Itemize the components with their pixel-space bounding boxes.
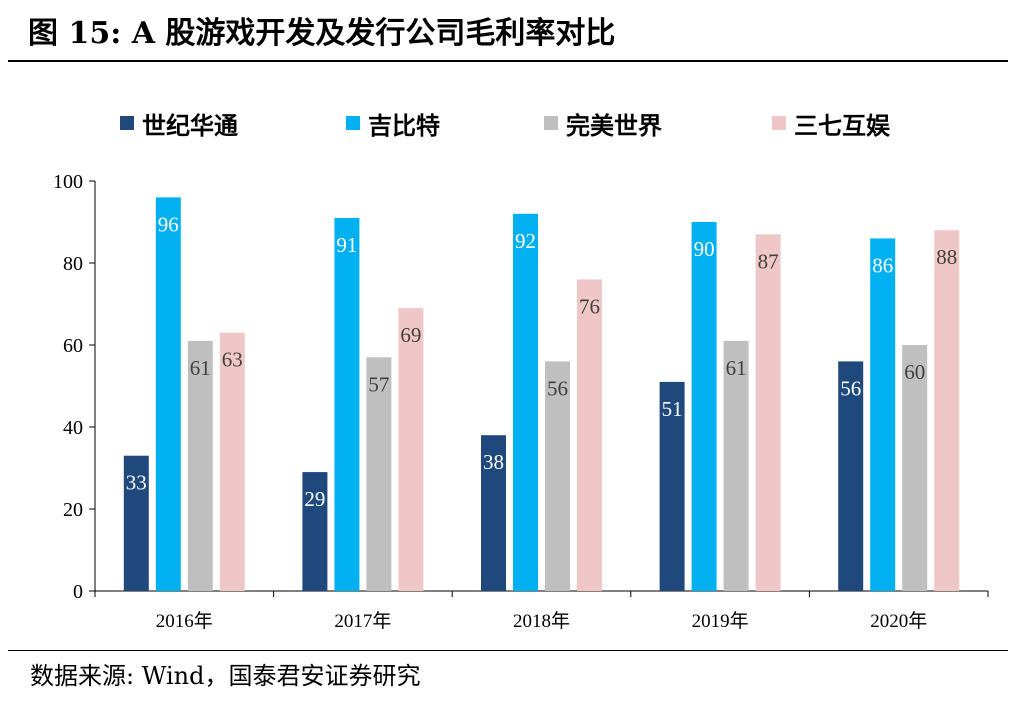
source-rule	[8, 650, 1008, 651]
legend-swatch-sanqi	[772, 116, 786, 130]
data-label: 57	[368, 372, 389, 396]
source-note: 数据来源: Wind，国泰君安证券研究	[30, 662, 421, 690]
legend-label-shiji: 世纪华通	[142, 111, 238, 140]
data-label: 69	[400, 323, 421, 347]
data-label: 96	[158, 212, 179, 236]
data-label: 33	[126, 471, 147, 495]
x-tick-label: 2016年	[156, 610, 213, 632]
y-tick-label: 40	[63, 417, 83, 439]
x-tick-label: 2020年	[870, 610, 927, 632]
bar	[302, 472, 328, 591]
bar	[219, 332, 245, 591]
data-label: 76	[579, 294, 600, 318]
bar	[545, 361, 570, 591]
data-label: 29	[304, 487, 325, 511]
data-label: 90	[694, 237, 715, 261]
data-label: 56	[547, 376, 568, 400]
bar	[123, 455, 149, 591]
legend-label-wanmei: 完美世界	[566, 111, 662, 140]
bar	[398, 308, 424, 591]
data-label: 92	[515, 229, 536, 253]
legend-item-sanqi: 三七互娱	[772, 106, 890, 140]
bar	[187, 340, 213, 591]
y-tick-label: 80	[63, 253, 83, 275]
bar	[334, 217, 360, 591]
data-label: 88	[936, 245, 957, 269]
bar	[155, 197, 181, 591]
data-label: 61	[726, 356, 747, 380]
data-label: 86	[872, 253, 893, 277]
legend-item-jibite: 吉比特	[346, 106, 440, 140]
chart-title: 图 15: A 股游戏开发及发行公司毛利率对比	[28, 16, 616, 51]
x-tick-label: 2019年	[692, 610, 749, 632]
bar	[870, 238, 896, 591]
bar	[481, 435, 506, 591]
y-tick-label: 20	[63, 499, 83, 521]
data-label: 87	[758, 249, 779, 273]
bar	[513, 213, 538, 592]
y-tick-label: 0	[73, 581, 83, 603]
data-label: 61	[190, 356, 211, 380]
legend-item-wanmei: 完美世界	[544, 106, 662, 140]
x-tick-label: 2017年	[334, 610, 391, 632]
legend-swatch-wanmei	[544, 116, 558, 130]
bar	[659, 381, 685, 591]
bar	[934, 230, 960, 591]
bar	[577, 279, 602, 591]
data-label: 38	[483, 450, 504, 474]
data-label: 51	[662, 397, 683, 421]
y-tick-label: 100	[53, 171, 83, 193]
legend-label-jibite: 吉比特	[368, 111, 440, 140]
legend: 世纪华通 吉比特 完美世界 三七互娱	[0, 106, 1015, 140]
bar	[691, 222, 717, 591]
bar	[838, 361, 864, 591]
bar	[366, 357, 392, 591]
y-tick-label: 60	[63, 335, 83, 357]
data-label: 63	[222, 348, 243, 372]
legend-swatch-shiji	[120, 116, 134, 130]
data-label: 56	[840, 376, 861, 400]
title-rule	[8, 60, 1008, 62]
legend-label-sanqi: 三七互娱	[794, 111, 890, 140]
data-label: 91	[336, 233, 357, 257]
bar	[755, 234, 781, 592]
legend-swatch-jibite	[346, 116, 360, 130]
bar	[902, 345, 928, 591]
data-label: 60	[904, 360, 925, 384]
x-tick-label: 2018年	[513, 610, 570, 632]
legend-item-shiji: 世纪华通	[120, 106, 238, 140]
bar	[723, 340, 749, 591]
